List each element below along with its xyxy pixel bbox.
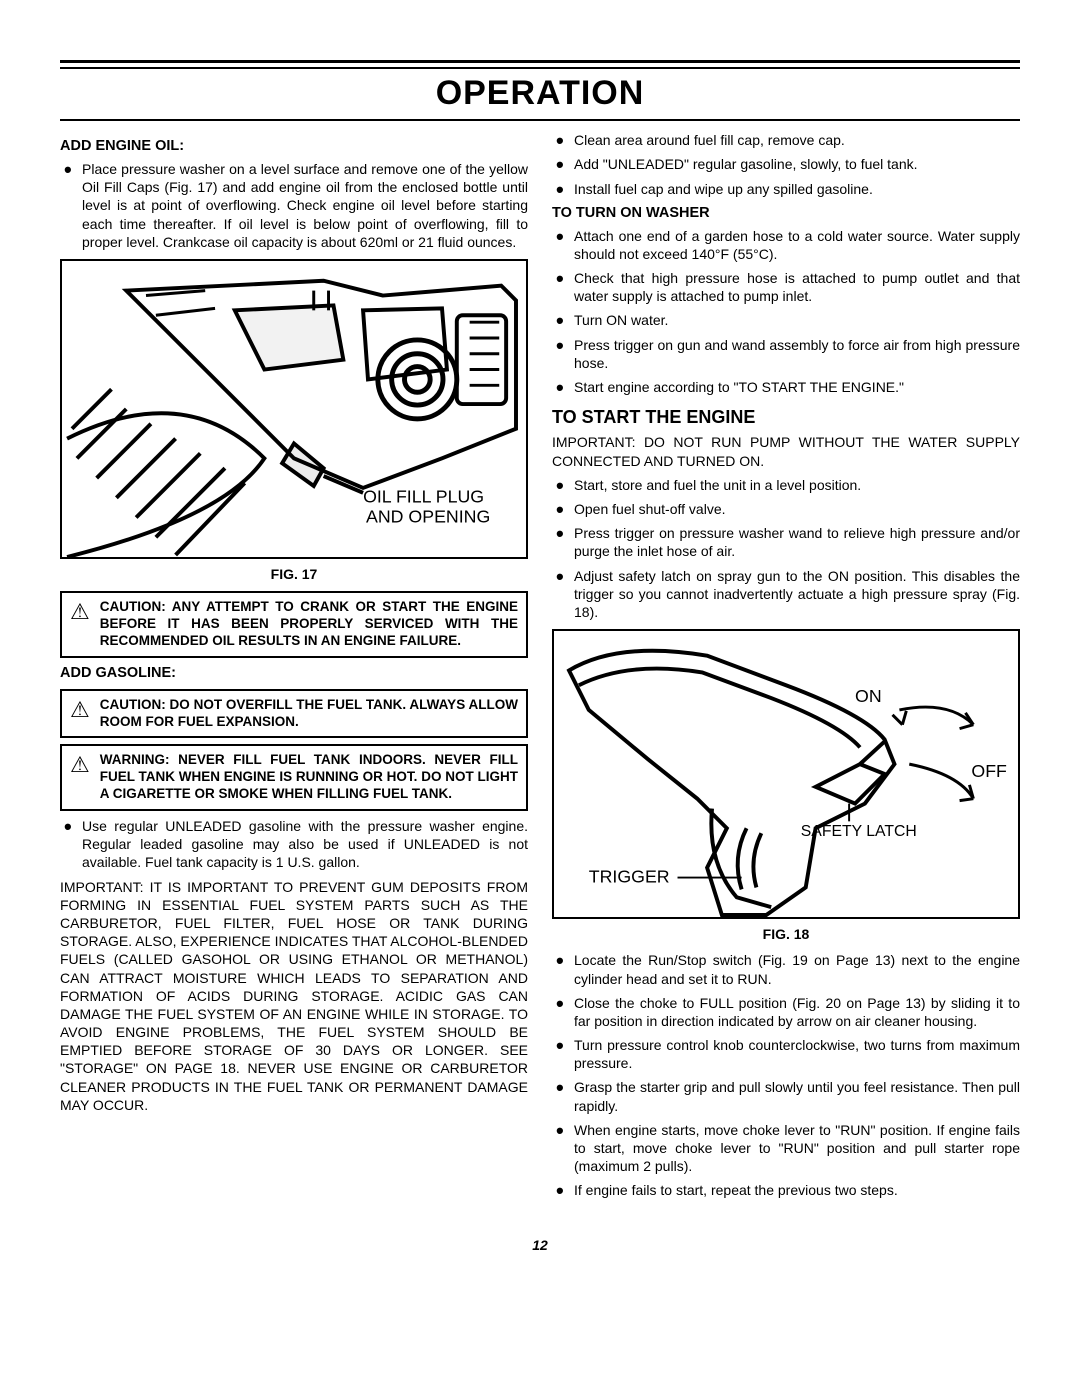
list-item: Grasp the starter grip and pull slowly u… <box>574 1078 1020 1114</box>
svg-text:SAFETY LATCH: SAFETY LATCH <box>801 823 917 840</box>
warning-icon: ⚠ <box>70 699 90 721</box>
add-oil-list: Place pressure washer on a level surface… <box>60 160 528 251</box>
top-list: Clean area around fuel fill cap, remove … <box>552 131 1020 198</box>
important-paragraph: IMPORTANT: IT IS IMPORTANT TO PREVENT GU… <box>60 878 528 1114</box>
caution-text: CAUTION: ANY ATTEMPT TO CRANK OR START T… <box>100 599 518 650</box>
two-column-layout: ADD ENGINE OIL: Place pressure washer on… <box>60 121 1020 1205</box>
list-item: Adjust safety latch on spray gun to the … <box>574 567 1020 622</box>
figure-18-caption: FIG. 18 <box>552 925 1020 943</box>
right-column: Clean area around fuel fill cap, remove … <box>552 131 1020 1205</box>
list-item: Close the choke to FULL position (Fig. 2… <box>574 994 1020 1030</box>
page-number: 12 <box>60 1236 1020 1254</box>
svg-text:OIL FILL PLUG: OIL FILL PLUG <box>363 487 484 507</box>
figure-17: OIL FILL PLUG AND OPENING <box>60 259 528 559</box>
figure-17-caption: FIG. 17 <box>60 565 528 583</box>
list-item: Install fuel cap and wipe up any spilled… <box>574 180 1020 198</box>
list-item: Locate the Run/Stop switch (Fig. 19 on P… <box>574 951 1020 987</box>
add-gasoline-heading: ADD GASOLINE: <box>60 664 528 683</box>
gasoline-list: Use regular UNLEADED gasoline with the p… <box>60 817 528 872</box>
warning-icon: ⚠ <box>70 601 90 623</box>
page-title: OPERATION <box>60 69 1020 121</box>
svg-text:TRIGGER: TRIGGER <box>589 867 670 887</box>
list-item: Check that high pressure hose is attache… <box>574 269 1020 305</box>
list-item: Place pressure washer on a level surface… <box>82 160 528 251</box>
warning-icon: ⚠ <box>70 754 90 776</box>
svg-text:AND OPENING: AND OPENING <box>366 506 490 526</box>
svg-text:OFF: OFF <box>971 761 1007 781</box>
turn-on-list: Attach one end of a garden hose to a col… <box>552 227 1020 397</box>
list-item: If engine fails to start, repeat the pre… <box>574 1181 1020 1199</box>
caution-text: CAUTION: DO NOT OVERFILL THE FUEL TANK. … <box>100 697 518 731</box>
page-inner: OPERATION ADD ENGINE OIL: Place pressure… <box>60 67 1020 1206</box>
start-engine-heading: TO START THE ENGINE <box>552 406 1020 429</box>
list-item: Turn pressure control knob counterclockw… <box>574 1036 1020 1072</box>
caution-box-2: ⚠ CAUTION: DO NOT OVERFILL THE FUEL TANK… <box>60 689 528 739</box>
caution-box-1: ⚠ CAUTION: ANY ATTEMPT TO CRANK OR START… <box>60 591 528 658</box>
svg-text:ON: ON <box>855 686 882 706</box>
start-list-a: Start, store and fuel the unit in a leve… <box>552 476 1020 621</box>
list-item: Clean area around fuel fill cap, remove … <box>574 131 1020 149</box>
list-item: Press trigger on gun and wand assembly t… <box>574 336 1020 372</box>
turn-on-heading: TO TURN ON WASHER <box>552 204 1020 223</box>
page: OPERATION ADD ENGINE OIL: Place pressure… <box>60 60 1020 1206</box>
add-oil-heading: ADD ENGINE OIL: <box>60 137 528 156</box>
caution-box-3: ⚠ WARNING: NEVER FILL FUEL TANK INDOORS.… <box>60 744 528 811</box>
list-item: Start engine according to "TO START THE … <box>574 378 1020 396</box>
list-item: When engine starts, move choke lever to … <box>574 1121 1020 1176</box>
caution-text: WARNING: NEVER FILL FUEL TANK INDOORS. N… <box>100 752 518 803</box>
figure-18: ON OFF SAFETY LATCH TRIGGER <box>552 629 1020 919</box>
list-item: Add "UNLEADED" regular gasoline, slowly,… <box>574 155 1020 173</box>
start-important: IMPORTANT: DO NOT RUN PUMP WITHOUT THE W… <box>552 433 1020 469</box>
list-item: Use regular UNLEADED gasoline with the p… <box>82 817 528 872</box>
list-item: Open fuel shut-off valve. <box>574 500 1020 518</box>
list-item: Attach one end of a garden hose to a col… <box>574 227 1020 263</box>
start-list-b: Locate the Run/Stop switch (Fig. 19 on P… <box>552 951 1020 1199</box>
list-item: Start, store and fuel the unit in a leve… <box>574 476 1020 494</box>
list-item: Turn ON water. <box>574 311 1020 329</box>
list-item: Press trigger on pressure washer wand to… <box>574 524 1020 560</box>
left-column: ADD ENGINE OIL: Place pressure washer on… <box>60 131 528 1205</box>
